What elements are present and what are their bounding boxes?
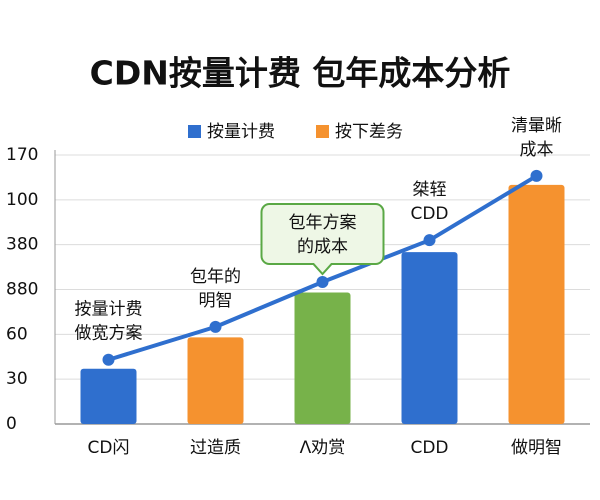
legend-swatch xyxy=(316,125,329,138)
annotation: 的成本 xyxy=(297,237,348,257)
line-point xyxy=(316,276,329,289)
legend-label: 按下差务 xyxy=(335,122,403,142)
y-tick-label: 30 xyxy=(6,369,28,389)
y-tick-label: 880 xyxy=(6,280,38,300)
bar xyxy=(401,252,458,424)
legend-label: 按量计费 xyxy=(207,122,275,142)
annotation: 明智 xyxy=(199,291,233,311)
annotation: 包年的 xyxy=(190,267,241,287)
x-tick-label: CD闪 xyxy=(88,438,130,458)
line-point xyxy=(209,320,222,333)
x-tick-label: 做明智 xyxy=(511,438,562,458)
annotation: 做宽方案 xyxy=(75,324,143,344)
annotation: 成本 xyxy=(520,140,554,160)
callout-box xyxy=(260,203,385,276)
y-tick-label: 380 xyxy=(6,235,38,255)
x-tick-label: 过造质 xyxy=(190,438,241,458)
annotation: 清暈晰 xyxy=(511,116,562,136)
bar xyxy=(294,292,351,424)
x-tick-label: CDD xyxy=(410,438,448,458)
x-tick-label: Λ劝赏 xyxy=(300,438,346,458)
chart-title: CDN按量计费 包年成本分析 xyxy=(90,54,511,93)
annotation: 包年方案 xyxy=(289,213,357,233)
legend-swatch xyxy=(188,125,201,138)
annotation: 按量计费 xyxy=(75,300,143,320)
bar xyxy=(508,184,565,424)
annotation: CDD xyxy=(410,204,448,224)
y-tick-label: 100 xyxy=(6,190,38,210)
y-tick-label: 0 xyxy=(6,414,17,434)
bar xyxy=(187,337,244,424)
y-tick-label: 170 xyxy=(6,145,38,165)
bar xyxy=(80,368,137,424)
line-point xyxy=(530,169,543,182)
annotation: 桀轾 xyxy=(413,180,447,200)
line-point xyxy=(423,234,436,247)
y-tick-label: 60 xyxy=(6,324,28,344)
line-point xyxy=(102,353,115,366)
